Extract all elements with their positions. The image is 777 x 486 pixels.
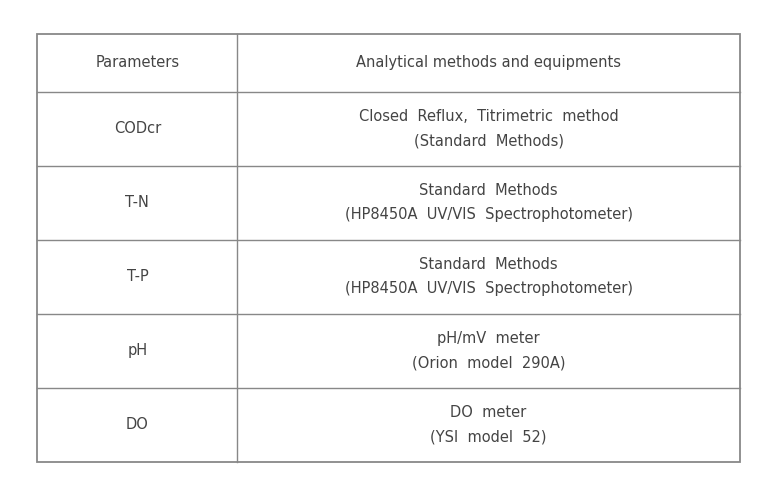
Text: (YSI  model  52): (YSI model 52) bbox=[430, 429, 547, 444]
Text: (HP8450A  UV/VIS  Spectrophotometer): (HP8450A UV/VIS Spectrophotometer) bbox=[344, 207, 632, 222]
Text: T-P: T-P bbox=[127, 269, 148, 284]
Text: Analytical methods and equipments: Analytical methods and equipments bbox=[356, 55, 621, 70]
Text: pH/mV  meter: pH/mV meter bbox=[437, 331, 540, 347]
Text: (HP8450A  UV/VIS  Spectrophotometer): (HP8450A UV/VIS Spectrophotometer) bbox=[344, 281, 632, 296]
Bar bbox=[37, 34, 740, 462]
Text: (Standard  Methods): (Standard Methods) bbox=[413, 133, 563, 148]
Text: Standard  Methods: Standard Methods bbox=[420, 183, 558, 198]
Text: Closed  Reflux,  Titrimetric  method: Closed Reflux, Titrimetric method bbox=[359, 109, 618, 124]
Text: DO  meter: DO meter bbox=[451, 405, 527, 420]
Text: Parameters: Parameters bbox=[96, 55, 179, 70]
Text: pH: pH bbox=[127, 343, 148, 358]
Text: DO: DO bbox=[126, 417, 149, 432]
Text: Standard  Methods: Standard Methods bbox=[420, 258, 558, 272]
Text: (Orion  model  290A): (Orion model 290A) bbox=[412, 355, 566, 370]
Text: CODcr: CODcr bbox=[113, 121, 161, 136]
Text: T-N: T-N bbox=[125, 195, 149, 210]
